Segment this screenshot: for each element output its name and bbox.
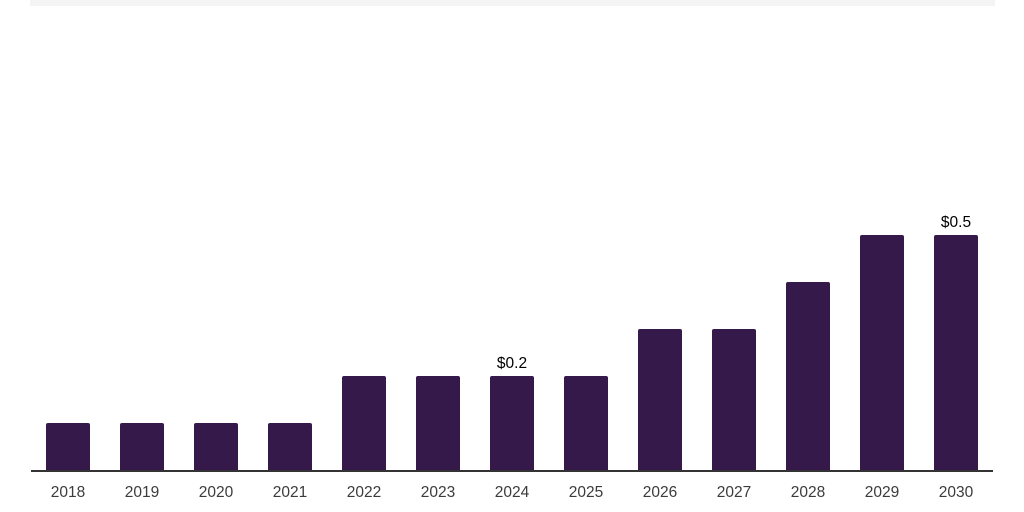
x-tick-label-2020: 2020 [198, 484, 234, 501]
bar-value-label-2024: $0.2 [496, 355, 528, 372]
bar-2023 [416, 376, 460, 470]
x-tick-label-2028: 2028 [790, 484, 826, 501]
x-axis-tick-labels: 2018 2019 2020 2021 2022 2023 2024 2025 2026 2027… [31, 485, 993, 503]
bar-2019 [120, 423, 164, 470]
bar-2028 [786, 282, 830, 470]
bar-2020 [194, 423, 238, 470]
x-tick-label-2026: 2026 [642, 484, 678, 501]
bar-value-label-2030: $0.5 [940, 214, 972, 231]
x-tick-label-2023: 2023 [420, 484, 456, 501]
bar-2018 [46, 423, 90, 470]
x-tick-label-2021: 2021 [272, 484, 308, 501]
x-tick-label-2018: 2018 [50, 484, 86, 501]
plot-area: $0.2 $0.5 [31, 0, 993, 472]
x-tick-label-2030: 2030 [938, 484, 974, 501]
bar-2026 [638, 329, 682, 470]
bar-2030 [934, 235, 978, 470]
x-tick-label-2025: 2025 [568, 484, 604, 501]
top-divider [30, 0, 995, 6]
bar-2022 [342, 376, 386, 470]
bar-2029 [860, 235, 904, 470]
bar-2025 [564, 376, 608, 470]
x-tick-label-2022: 2022 [346, 484, 382, 501]
bar-2024 [490, 376, 534, 470]
bar-2027 [712, 329, 756, 470]
x-tick-label-2024: 2024 [494, 484, 530, 501]
bar-2021 [268, 423, 312, 470]
x-tick-label-2027: 2027 [716, 484, 752, 501]
x-tick-label-2019: 2019 [124, 484, 160, 501]
x-tick-label-2029: 2029 [864, 484, 900, 501]
